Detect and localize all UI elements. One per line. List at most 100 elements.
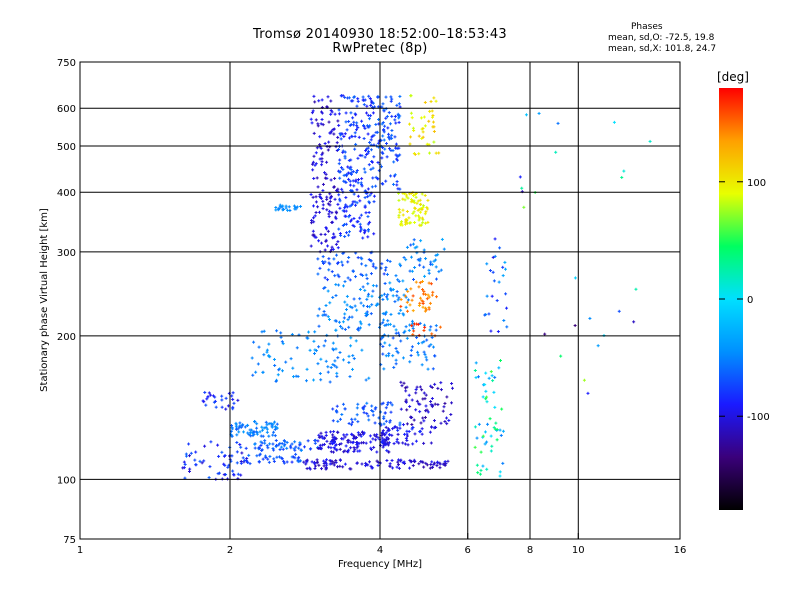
data-point [356, 156, 360, 160]
data-point [312, 154, 316, 158]
data-point [286, 208, 290, 212]
data-point [366, 195, 370, 199]
data-point [418, 198, 422, 202]
data-point [274, 426, 278, 430]
data-point [182, 460, 186, 464]
data-point [410, 398, 414, 402]
data-point [341, 465, 345, 469]
data-point [380, 436, 384, 440]
data-point [329, 178, 333, 182]
data-point [379, 443, 383, 447]
data-point [395, 349, 399, 353]
data-point [263, 441, 267, 445]
data-point [397, 120, 401, 124]
data-point [267, 422, 271, 426]
data-point [346, 165, 350, 169]
data-point [312, 94, 316, 98]
data-point [330, 220, 334, 224]
data-point [433, 402, 437, 406]
data-point [416, 214, 420, 218]
data-point [361, 285, 365, 289]
data-point [424, 393, 428, 397]
data-point [309, 193, 313, 197]
data-point [422, 340, 426, 344]
data-point [352, 192, 356, 196]
data-point [383, 147, 387, 151]
data-point [238, 443, 242, 447]
data-point [364, 273, 368, 277]
data-point [364, 264, 368, 268]
data-point [377, 325, 381, 329]
data-point [366, 215, 370, 219]
data-point [414, 439, 418, 443]
data-point [358, 199, 362, 203]
data-point [334, 210, 338, 214]
data-point [248, 431, 252, 435]
data-point [343, 449, 347, 453]
data-point [337, 227, 341, 231]
data-point [366, 132, 370, 136]
data-point [424, 404, 428, 408]
data-point [365, 152, 369, 156]
data-point [323, 339, 327, 343]
data-point [320, 111, 324, 115]
data-point [293, 440, 297, 444]
data-point [281, 208, 285, 212]
data-point [343, 150, 347, 154]
data-point [397, 466, 401, 470]
data-point [351, 269, 355, 273]
data-point [350, 306, 354, 310]
data-point [428, 109, 432, 113]
data-point [326, 244, 330, 248]
data-point [334, 328, 338, 332]
data-point [381, 102, 385, 106]
data-point [331, 407, 335, 411]
data-point [386, 443, 390, 447]
data-point [343, 214, 347, 218]
data-point [406, 443, 410, 447]
data-point [321, 436, 325, 440]
data-point [336, 262, 340, 266]
data-point [343, 300, 347, 304]
data-point [389, 312, 393, 316]
data-point [436, 403, 440, 407]
data-point [274, 379, 278, 383]
data-point [361, 273, 365, 277]
data-point [428, 466, 432, 470]
data-point [352, 123, 356, 127]
data-point [423, 100, 427, 104]
data-point [417, 402, 421, 406]
data-point [275, 329, 279, 333]
data-point [385, 295, 389, 299]
data-point [411, 321, 415, 325]
data-point [371, 176, 375, 180]
data-point [335, 141, 339, 145]
data-point [431, 367, 435, 371]
data-point [422, 391, 426, 395]
data-point [335, 404, 339, 408]
data-point [425, 358, 429, 362]
data-point [340, 94, 344, 98]
data-point [354, 142, 358, 146]
data-point [408, 466, 412, 470]
data-point [434, 328, 438, 332]
data-point [313, 163, 317, 167]
data-point [327, 257, 331, 261]
data-point [275, 455, 279, 459]
data-point [240, 424, 244, 428]
data-point [336, 187, 340, 191]
data-point [405, 422, 409, 426]
data-point [326, 202, 330, 206]
data-point [395, 157, 399, 161]
data-point [324, 238, 328, 242]
data-point [253, 446, 257, 450]
data-point [311, 109, 315, 113]
data-point [313, 464, 317, 468]
data-point [359, 301, 363, 305]
data-point [390, 129, 394, 133]
data-point [422, 350, 426, 354]
data-point [324, 461, 328, 465]
data-point [391, 294, 395, 298]
data-point [334, 294, 338, 298]
data-point [337, 123, 341, 127]
